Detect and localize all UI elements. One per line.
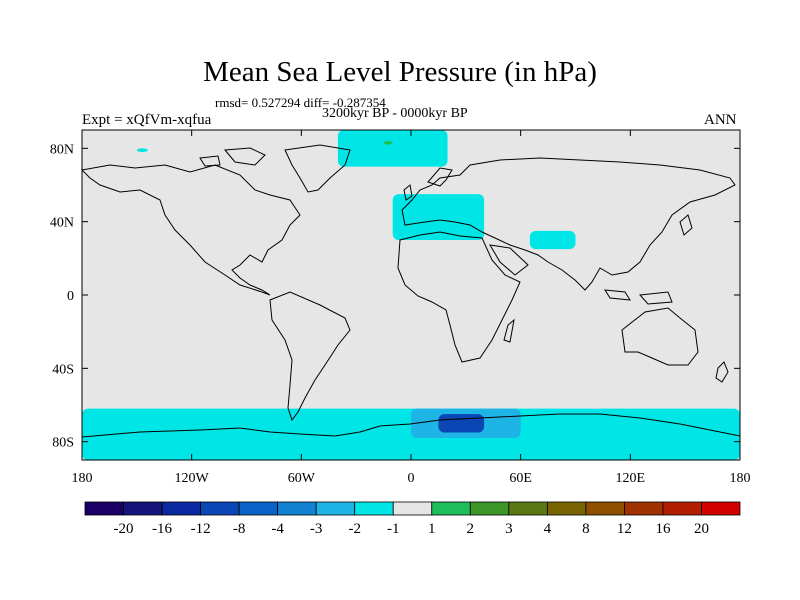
- period-subtitle: 3200kyr BP - 0000kyr BP: [322, 106, 468, 121]
- coastline-britain: [403, 184, 413, 201]
- statistics-text: rmsd= 0.527294 diff= -0.287354: [215, 95, 386, 110]
- colorbar-label: 16: [655, 521, 671, 537]
- region-europe: [392, 194, 485, 240]
- colorbar-box: [123, 501, 163, 516]
- colorbar-label: 12: [617, 521, 632, 537]
- colorbar-box: [546, 501, 587, 516]
- map-plot-area: [82, 130, 740, 460]
- x-tick-label: 180: [72, 471, 93, 486]
- region-alaska-patch: [136, 148, 148, 152]
- colorbar-box: [585, 501, 625, 516]
- colorbar-label: 1: [428, 521, 436, 537]
- y-tick-label: 80N: [50, 142, 74, 157]
- coastline-africa: [397, 231, 521, 363]
- colorbar-label: 20: [694, 521, 709, 537]
- colorbar-box: [315, 501, 356, 516]
- colorbar-box: [508, 501, 548, 516]
- colorbar-box: [469, 501, 510, 516]
- experiment-label: Expt = xQfVm-xqfua: [82, 112, 212, 128]
- season-label: ANN: [704, 112, 737, 128]
- colorbar-label: 4: [544, 521, 552, 537]
- colorbar: -20 -16 -12 -8 -4 -3 -2 -1 1 2 3 4 8 12 16 20: [84, 501, 741, 537]
- colorbar-box: [277, 501, 317, 516]
- coastline-indonesia: [604, 289, 673, 305]
- colorbar-box: [701, 501, 741, 516]
- x-tick-label: 60E: [509, 471, 532, 486]
- coastline-arctic-islands: [199, 147, 266, 167]
- colorbar-box: [200, 501, 240, 516]
- map-background: [82, 130, 740, 460]
- colorbar-label: -1: [387, 521, 400, 537]
- x-tick-label: 60W: [288, 471, 316, 486]
- coastline-japan: [679, 214, 693, 236]
- coastline-south-america: [269, 291, 351, 422]
- colorbar-label: -4: [271, 521, 284, 537]
- colorbar-label: -20: [114, 521, 134, 537]
- region-arctic-greenland: [337, 130, 448, 167]
- y-tick-label: 40N: [50, 216, 74, 231]
- region-weddell-center: [438, 414, 485, 433]
- colorbar-box: [662, 501, 702, 516]
- y-tick-label: 80S: [52, 436, 74, 451]
- colorbar-label: 8: [582, 521, 590, 537]
- colorbar-label: -3: [310, 521, 323, 537]
- coastline-scandinavia: [427, 167, 453, 187]
- colorbar-box: [624, 501, 664, 516]
- coastline-eurasia: [401, 157, 736, 291]
- coastline-greenland: [284, 144, 351, 193]
- colorbar-box: [238, 501, 279, 516]
- coastline-north-america: [80, 164, 301, 296]
- colorbar-box: [431, 501, 471, 516]
- colorbar-label: -16: [152, 521, 172, 537]
- colorbar-label: -2: [348, 521, 361, 537]
- region-arctic-svalbard-positive: [383, 141, 393, 145]
- colorbar-label: 3: [505, 521, 513, 537]
- region-southern-ocean-band: [82, 408, 740, 460]
- x-tick-label: 120W: [175, 471, 210, 486]
- colorbar-box: [84, 501, 124, 516]
- y-tick-label: 0: [67, 289, 74, 304]
- coastline-madagascar: [503, 318, 515, 343]
- x-tick-label: 120E: [616, 471, 646, 486]
- colorbar-box: [354, 501, 394, 516]
- colorbar-box: [161, 501, 201, 516]
- coastlines: [80, 144, 741, 438]
- colorbar-label: -12: [191, 521, 211, 537]
- x-tick-label: 0: [408, 471, 415, 486]
- coastline-antarctica: [81, 413, 741, 438]
- chart-title: Mean Sea Level Pressure (in hPa): [203, 56, 597, 88]
- coastline-new-zealand: [715, 361, 729, 383]
- y-axis: 80N 40N 0 40S 80S: [50, 142, 740, 451]
- colorbar-label: 2: [467, 521, 475, 537]
- y-tick-label: 40S: [52, 362, 74, 377]
- coastline-australia: [621, 307, 699, 366]
- colorbar-box: [392, 501, 433, 516]
- region-central-asia: [529, 230, 576, 250]
- x-tick-label: 180: [730, 471, 751, 486]
- coastline-arabia: [489, 244, 529, 276]
- colorbar-label: -8: [233, 521, 246, 537]
- x-axis: 180 120W 60W 0 60E 120E 180: [72, 130, 751, 486]
